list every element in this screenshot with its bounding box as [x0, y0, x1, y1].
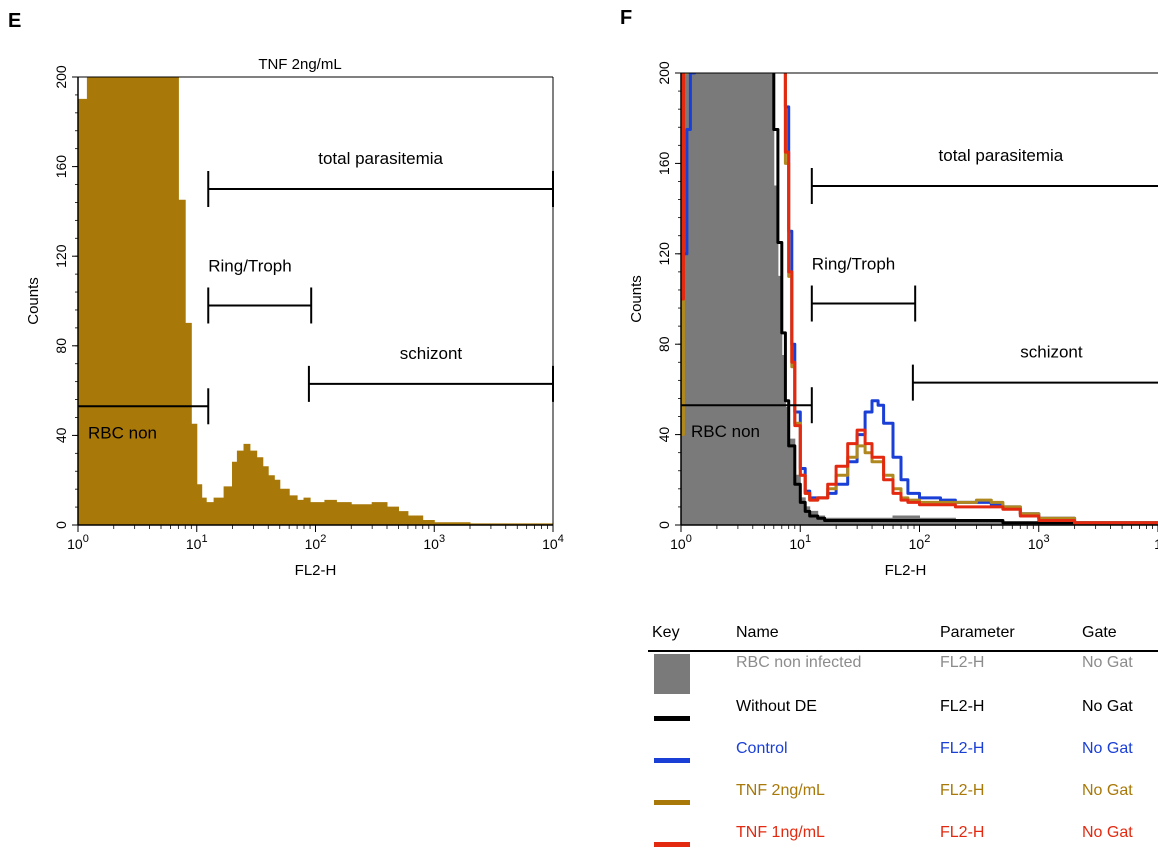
key-swatch: [654, 800, 690, 805]
key-row: Without DE FL2-H No Gat: [648, 694, 1158, 736]
key-parameter: FL2-H: [940, 740, 985, 757]
y-tick-label: 160: [656, 152, 672, 176]
x-tick-label: 102: [305, 533, 327, 552]
key-table-rows: RBC non infected FL2-H No Gat Without DE FL2…: [648, 652, 1158, 862]
y-tick-label: 80: [656, 336, 672, 352]
x-axis-title: FL2-H: [295, 562, 337, 579]
y-tick-label: 80: [53, 338, 69, 354]
key-row: TNF 2ng/mL FL2-H No Gat: [648, 778, 1158, 820]
key-name: TNF 2ng/mL: [736, 782, 825, 799]
y-tick-label: 0: [53, 521, 69, 529]
series-rbc-non-infected-fill: [681, 73, 1158, 525]
y-tick-label: 40: [53, 427, 69, 443]
gate-ring-troph-label: Ring/Troph: [812, 255, 895, 274]
key-name: TNF 1ng/mL: [736, 824, 825, 841]
header-name: Name: [736, 624, 779, 641]
x-tick-label: 104: [542, 533, 564, 552]
gate-ring-troph-label: Ring/Troph: [208, 256, 291, 275]
key-table-header: Key Name Parameter Gate: [648, 618, 1158, 652]
key-name: Without DE: [736, 698, 817, 715]
y-tick-label: 200: [656, 61, 672, 85]
series-control-line: [681, 73, 1158, 525]
key-name: Control: [736, 740, 788, 757]
key-gate: No Gat: [1082, 824, 1133, 841]
gate-total-parasitemia-label: total parasitemia: [939, 146, 1064, 165]
series-without-de-line: [772, 73, 1158, 525]
y-axis-title: Counts: [25, 277, 42, 325]
key-row: RBC non infected FL2-H No Gat: [648, 652, 1158, 694]
key-gate: No Gat: [1082, 698, 1133, 715]
gate-rbc-non-label: RBC non: [88, 423, 157, 442]
x-tick-label: 1: [1154, 536, 1158, 552]
key-name: RBC non infected: [736, 654, 862, 671]
header-key: Key: [652, 624, 680, 641]
gate-total-parasitemia-label: total parasitemia: [318, 149, 443, 168]
gate-schizont-label: schizont: [1020, 343, 1083, 362]
plot-panel-e: 0 40 80 120 160 200 100 101 102 103 104 FL2-H Counts…: [25, 56, 564, 579]
y-axis-title: Counts: [628, 275, 645, 323]
gate-schizont-label: schizont: [400, 344, 463, 363]
gate-rbc-non-label: RBC non: [691, 422, 760, 441]
histogram-figure: 0 40 80 120 160 200 100 101 102 103 104 FL2-H Counts…: [25, 56, 1158, 579]
plot-panel-f: 0 40 80 120 160 200 100 101 102 103 1 FL2-H Counts to…: [628, 61, 1158, 579]
key-parameter: FL2-H: [940, 782, 985, 799]
key-parameter: FL2-H: [940, 698, 985, 715]
key-gate: No Gat: [1082, 782, 1133, 799]
y-tick-label: 120: [656, 242, 672, 266]
x-tick-label: 101: [186, 533, 208, 552]
panel-letter-e: E: [8, 10, 22, 32]
header-parameter: Parameter: [940, 624, 1015, 641]
chart-title: TNF 2ng/mL: [258, 56, 341, 73]
x-tick-label: 100: [67, 533, 89, 552]
key-parameter: FL2-H: [940, 824, 985, 841]
panel-letter-f: F: [620, 7, 633, 29]
key-swatch: [654, 654, 690, 694]
series-tnf-1ng-ml-line: [681, 73, 1158, 525]
series-tnf-2ng-ml-fill: [78, 77, 553, 525]
y-tick-label: 200: [53, 65, 69, 89]
header-gate: Gate: [1082, 624, 1117, 641]
key-swatch: [654, 716, 690, 721]
key-swatch: [654, 758, 690, 763]
x-tick-label: 102: [909, 533, 931, 552]
key-parameter: FL2-H: [940, 654, 985, 671]
key-row: TNF 1ng/mL FL2-H No Gat: [648, 820, 1158, 862]
x-tick-label: 100: [670, 533, 692, 552]
x-axis-title: FL2-H: [885, 562, 927, 579]
key-table: Key Name Parameter Gate RBC non infected…: [648, 618, 1158, 862]
x-tick-label: 103: [423, 533, 445, 552]
x-tick-label: 103: [1028, 533, 1050, 552]
y-tick-label: 0: [656, 521, 672, 529]
x-tick-label: 101: [789, 533, 811, 552]
y-tick-label: 40: [656, 427, 672, 443]
key-row: Control FL2-H No Gat: [648, 736, 1158, 778]
key-gate: No Gat: [1082, 654, 1133, 671]
y-tick-label: 160: [53, 155, 69, 179]
key-gate: No Gat: [1082, 740, 1133, 757]
y-tick-label: 120: [53, 244, 69, 268]
